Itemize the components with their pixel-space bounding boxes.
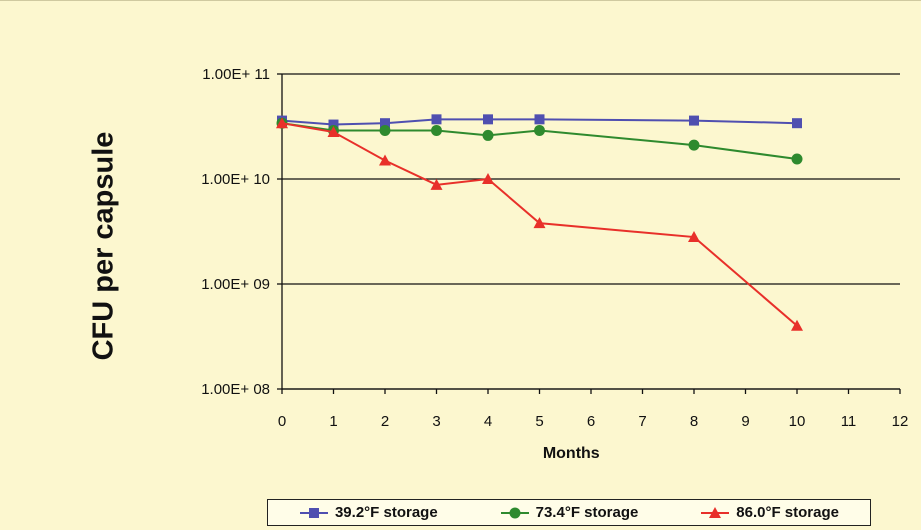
data-point-circle xyxy=(534,124,545,136)
data-point-square xyxy=(792,118,802,129)
data-point-triangle xyxy=(791,319,803,331)
legend-label: 73.4°F storage xyxy=(535,504,639,521)
x-tick-label: 3 xyxy=(432,413,440,430)
data-point-circle xyxy=(482,129,494,141)
legend-swatch-square xyxy=(299,506,329,520)
x-tick-label: 10 xyxy=(789,413,806,430)
legend-item: 39.2°F storage xyxy=(299,504,438,521)
x-tick-label: 1 xyxy=(329,413,337,430)
series-line-circle xyxy=(281,122,798,161)
x-tick-label: 0 xyxy=(278,413,286,430)
data-point-triangle xyxy=(430,178,443,190)
y-tick-label: 1.00E+ 09 xyxy=(201,276,270,293)
x-tick-label: 12 xyxy=(892,413,909,430)
data-point-triangle xyxy=(379,154,391,166)
legend-item: 86.0°F storage xyxy=(700,504,839,521)
data-point-triangle xyxy=(533,217,546,229)
data-point-circle xyxy=(431,124,442,136)
data-point-circle xyxy=(688,139,700,151)
series-line-square xyxy=(281,118,798,126)
x-axis-title: Months xyxy=(543,445,600,462)
data-point-circle xyxy=(379,124,391,136)
y-tick-label: 1.00E+ 11 xyxy=(202,66,270,83)
x-tick-label: 9 xyxy=(741,413,749,430)
data-point-triangle xyxy=(327,126,340,138)
x-tick-label: 5 xyxy=(535,413,543,430)
x-tick-label: 8 xyxy=(690,413,698,430)
x-tick-label: 7 xyxy=(638,413,646,430)
legend-label: 86.0°F storage xyxy=(736,504,839,521)
x-tick-label: 11 xyxy=(841,413,857,430)
data-point-square xyxy=(534,114,545,125)
x-tick-label: 4 xyxy=(484,413,492,430)
data-point-circle xyxy=(791,153,803,165)
data-point-square xyxy=(328,119,339,130)
y-tick-label: 1.00E+ 10 xyxy=(201,171,270,188)
legend-item: 73.4°F storage xyxy=(500,504,639,521)
legend-swatch-circle xyxy=(500,506,530,520)
legend-marker-square xyxy=(308,507,319,518)
x-tick-label: 6 xyxy=(587,413,595,430)
data-point-square xyxy=(380,118,390,129)
legend-swatch-triangle xyxy=(700,506,730,520)
data-point-triangle xyxy=(482,173,494,184)
data-point-square xyxy=(483,114,493,125)
x-tick-label: 2 xyxy=(381,413,389,430)
legend-marker-triangle xyxy=(709,506,722,518)
data-point-square xyxy=(431,114,442,125)
legend: 39.2°F storage 73.4°F storage 86.0°F stora… xyxy=(267,499,871,526)
legend-label: 39.2°F storage xyxy=(334,504,438,521)
data-point-triangle xyxy=(688,231,700,243)
series-line-triangle xyxy=(281,122,798,327)
data-point-square xyxy=(689,115,699,126)
legend-marker-circle xyxy=(509,507,521,518)
y-tick-label: 1.00E+ 08 xyxy=(201,381,270,398)
data-point-triangle xyxy=(276,117,288,129)
